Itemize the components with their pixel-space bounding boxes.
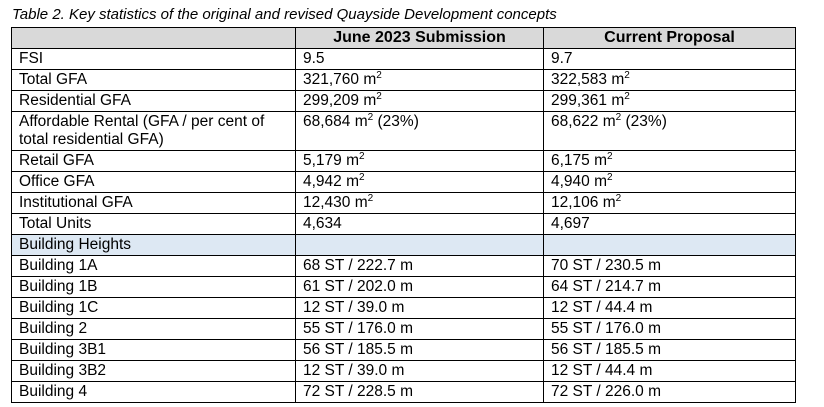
june-value: 12,430 m: [303, 194, 368, 211]
current-value-cell: 6,175 m2: [543, 150, 796, 172]
current-value: 72 ST / 226.0 m: [543, 381, 796, 403]
june-value-cell: 68,684 m2 (23%): [295, 111, 544, 151]
row-label: Building 2: [11, 318, 296, 340]
june-value: 299,209 m: [303, 92, 377, 109]
june-value-cell: 12,430 m2: [295, 192, 544, 214]
row-label: Total GFA: [11, 69, 296, 91]
unit-exponent: 2: [615, 192, 622, 204]
june-value: 72 ST / 228.5 m: [295, 381, 544, 403]
key-statistics-table: June 2023 Submission Current Proposal FS…: [11, 27, 796, 403]
unit-exponent: 2: [367, 111, 374, 123]
table-row-building-2: Building 2 55 ST / 176.0 m 55 ST / 176.0…: [11, 318, 796, 340]
june-value: 56 ST / 185.5 m: [295, 339, 544, 361]
row-label: Building 4: [11, 381, 296, 403]
current-value-cell: 12,106 m2: [543, 192, 796, 214]
row-label: FSI: [11, 48, 296, 70]
june-percent: (23%): [373, 113, 419, 130]
current-value: 68,622 m: [551, 113, 616, 130]
current-value: 4,697: [543, 213, 796, 235]
current-value: 322,583 m: [551, 71, 625, 88]
current-value: 9.7: [543, 48, 796, 70]
current-value: 56 ST / 185.5 m: [543, 339, 796, 361]
unit-exponent: 2: [624, 90, 630, 102]
june-value-cell: 299,209 m2: [295, 90, 544, 112]
row-label: Building 1C: [11, 297, 296, 319]
unit-exponent: 2: [607, 150, 613, 162]
row-label: Building 1A: [11, 255, 296, 277]
section-row-building-heights: Building Heights: [11, 234, 796, 256]
table-row-building-1b: Building 1B 61 ST / 202.0 m 64 ST / 214.…: [11, 276, 796, 298]
current-value: 299,361 m: [551, 92, 625, 109]
row-label: Office GFA: [11, 171, 296, 193]
current-value: 64 ST / 214.7 m: [543, 276, 796, 298]
section-empty-cell: [295, 234, 544, 256]
current-value-cell: 68,622 m2 (23%): [543, 111, 796, 151]
table-row-building-1a: Building 1A 68 ST / 222.7 m 70 ST / 230.…: [11, 255, 796, 277]
unit-exponent: 2: [607, 171, 613, 183]
current-value: 12 ST / 44.4 m: [543, 297, 796, 319]
row-label: Residential GFA: [11, 90, 296, 112]
row-label: Building 3B2: [11, 360, 296, 382]
table-header-row: June 2023 Submission Current Proposal: [11, 27, 796, 49]
table-row-office-gfa: Office GFA 4,942 m2 4,940 m2: [11, 171, 796, 193]
unit-exponent: 2: [359, 171, 365, 183]
current-value-cell: 322,583 m2: [543, 69, 796, 91]
current-value: 70 ST / 230.5 m: [543, 255, 796, 277]
current-value: 12 ST / 44.4 m: [543, 360, 796, 382]
row-label: Affordable Rental (GFA / per cent of tot…: [11, 111, 296, 151]
unit-exponent: 2: [376, 69, 382, 81]
current-value-cell: 299,361 m2: [543, 90, 796, 112]
section-label: Building Heights: [11, 234, 296, 256]
table-row-total-gfa: Total GFA 321,760 m2 322,583 m2: [11, 69, 796, 91]
section-empty-cell: [543, 234, 796, 256]
header-blank-cell: [11, 27, 296, 49]
june-value: 9.5: [295, 48, 544, 70]
current-value: 55 ST / 176.0 m: [543, 318, 796, 340]
unit-exponent: 2: [376, 90, 382, 102]
june-value: 5,179 m: [303, 152, 360, 169]
current-value: 4,940 m: [551, 173, 608, 190]
table-row-retail-gfa: Retail GFA 5,179 m2 6,175 m2: [11, 150, 796, 172]
current-value-cell: 4,940 m2: [543, 171, 796, 193]
row-label: Institutional GFA: [11, 192, 296, 214]
table-row-building-1c: Building 1C 12 ST / 39.0 m 12 ST / 44.4 …: [11, 297, 796, 319]
table-row-fsi: FSI 9.5 9.7: [11, 48, 796, 70]
row-label: Total Units: [11, 213, 296, 235]
unit-exponent: 2: [615, 111, 622, 123]
june-value: 12 ST / 39.0 m: [295, 360, 544, 382]
table-row-total-units: Total Units 4,634 4,697: [11, 213, 796, 235]
current-percent: (23%): [621, 113, 667, 130]
june-value: 68 ST / 222.7 m: [295, 255, 544, 277]
unit-exponent: 2: [624, 69, 630, 81]
table-row-building-3b1: Building 3B1 56 ST / 185.5 m 56 ST / 185…: [11, 339, 796, 361]
row-label: Retail GFA: [11, 150, 296, 172]
june-value: 321,760 m: [303, 71, 377, 88]
row-label: Building 3B1: [11, 339, 296, 361]
june-value: 4,634: [295, 213, 544, 235]
header-current-proposal: Current Proposal: [543, 27, 796, 49]
header-june-2023: June 2023 Submission: [295, 27, 544, 49]
unit-exponent: 2: [359, 150, 365, 162]
table-caption: Table 2. Key statistics of the original …: [12, 6, 557, 23]
table-row-building-4: Building 4 72 ST / 228.5 m 72 ST / 226.0…: [11, 381, 796, 403]
current-value: 12,106 m: [551, 194, 616, 211]
june-value: 68,684 m: [303, 113, 368, 130]
june-value: 4,942 m: [303, 173, 360, 190]
table-row-building-3b2: Building 3B2 12 ST / 39.0 m 12 ST / 44.4…: [11, 360, 796, 382]
june-value-cell: 321,760 m2: [295, 69, 544, 91]
table-row-institutional-gfa: Institutional GFA 12,430 m2 12,106 m2: [11, 192, 796, 214]
june-value: 12 ST / 39.0 m: [295, 297, 544, 319]
june-value-cell: 5,179 m2: [295, 150, 544, 172]
row-label: Building 1B: [11, 276, 296, 298]
current-value: 6,175 m: [551, 152, 608, 169]
unit-exponent: 2: [367, 192, 374, 204]
table-row-residential-gfa: Residential GFA 299,209 m2 299,361 m2: [11, 90, 796, 112]
table-row-affordable-rental: Affordable Rental (GFA / per cent of tot…: [11, 111, 796, 151]
june-value-cell: 4,942 m2: [295, 171, 544, 193]
june-value: 61 ST / 202.0 m: [295, 276, 544, 298]
june-value: 55 ST / 176.0 m: [295, 318, 544, 340]
